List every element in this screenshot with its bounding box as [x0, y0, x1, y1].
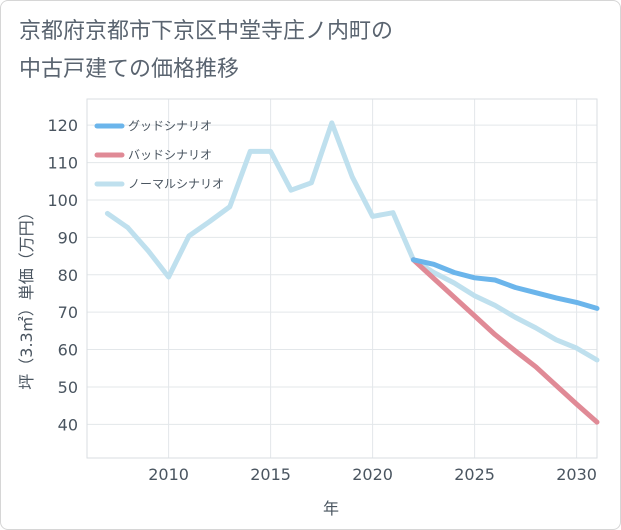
y-tick-label: 60 [58, 341, 78, 360]
x-tick-label: 2010 [148, 465, 189, 484]
axes [86, 98, 598, 459]
y-tick-label: 40 [58, 415, 78, 434]
y-tick-label: 110 [47, 154, 78, 173]
y-tick-label: 100 [47, 191, 78, 210]
x-tick-label: 2015 [250, 465, 291, 484]
series-line-3 [104, 120, 600, 363]
legend-label: グッドシナリオ [128, 119, 212, 133]
legend-label: ノーマルシナリオ [128, 177, 224, 191]
x-axis-label: 年 [323, 499, 339, 518]
plot-frame [86, 98, 598, 459]
y-tick-label: 70 [58, 303, 78, 322]
legend-label: バッドシナリオ [128, 148, 212, 162]
title-line-2: 中古戸建ての価格推移 [19, 57, 240, 82]
y-tick-label: 90 [58, 228, 78, 247]
y-tick-label: 120 [47, 116, 78, 135]
series-line-1 [410, 257, 600, 311]
chart-title: 京都府京都市下京区中堂寺庄ノ内町の 中古戸建ての価格推移 [19, 13, 609, 89]
x-tick-label: 2020 [352, 465, 393, 484]
x-tick-label: 2025 [454, 465, 495, 484]
y-axis-label: 坪（3.3㎡）単価（万円） [17, 204, 36, 389]
y-tick-label: 80 [58, 266, 78, 285]
x-tick-label: 2030 [556, 465, 597, 484]
series-lines [104, 120, 600, 425]
series-line-2 [410, 257, 600, 425]
tick-labels: 40 50 60 70 80 90 100 110 120 2010 2015 2020 2025 203… [47, 116, 597, 484]
y-tick-label: 50 [58, 378, 78, 397]
title-line-1: 京都府京都市下京区中堂寺庄ノ内町の [19, 19, 394, 44]
